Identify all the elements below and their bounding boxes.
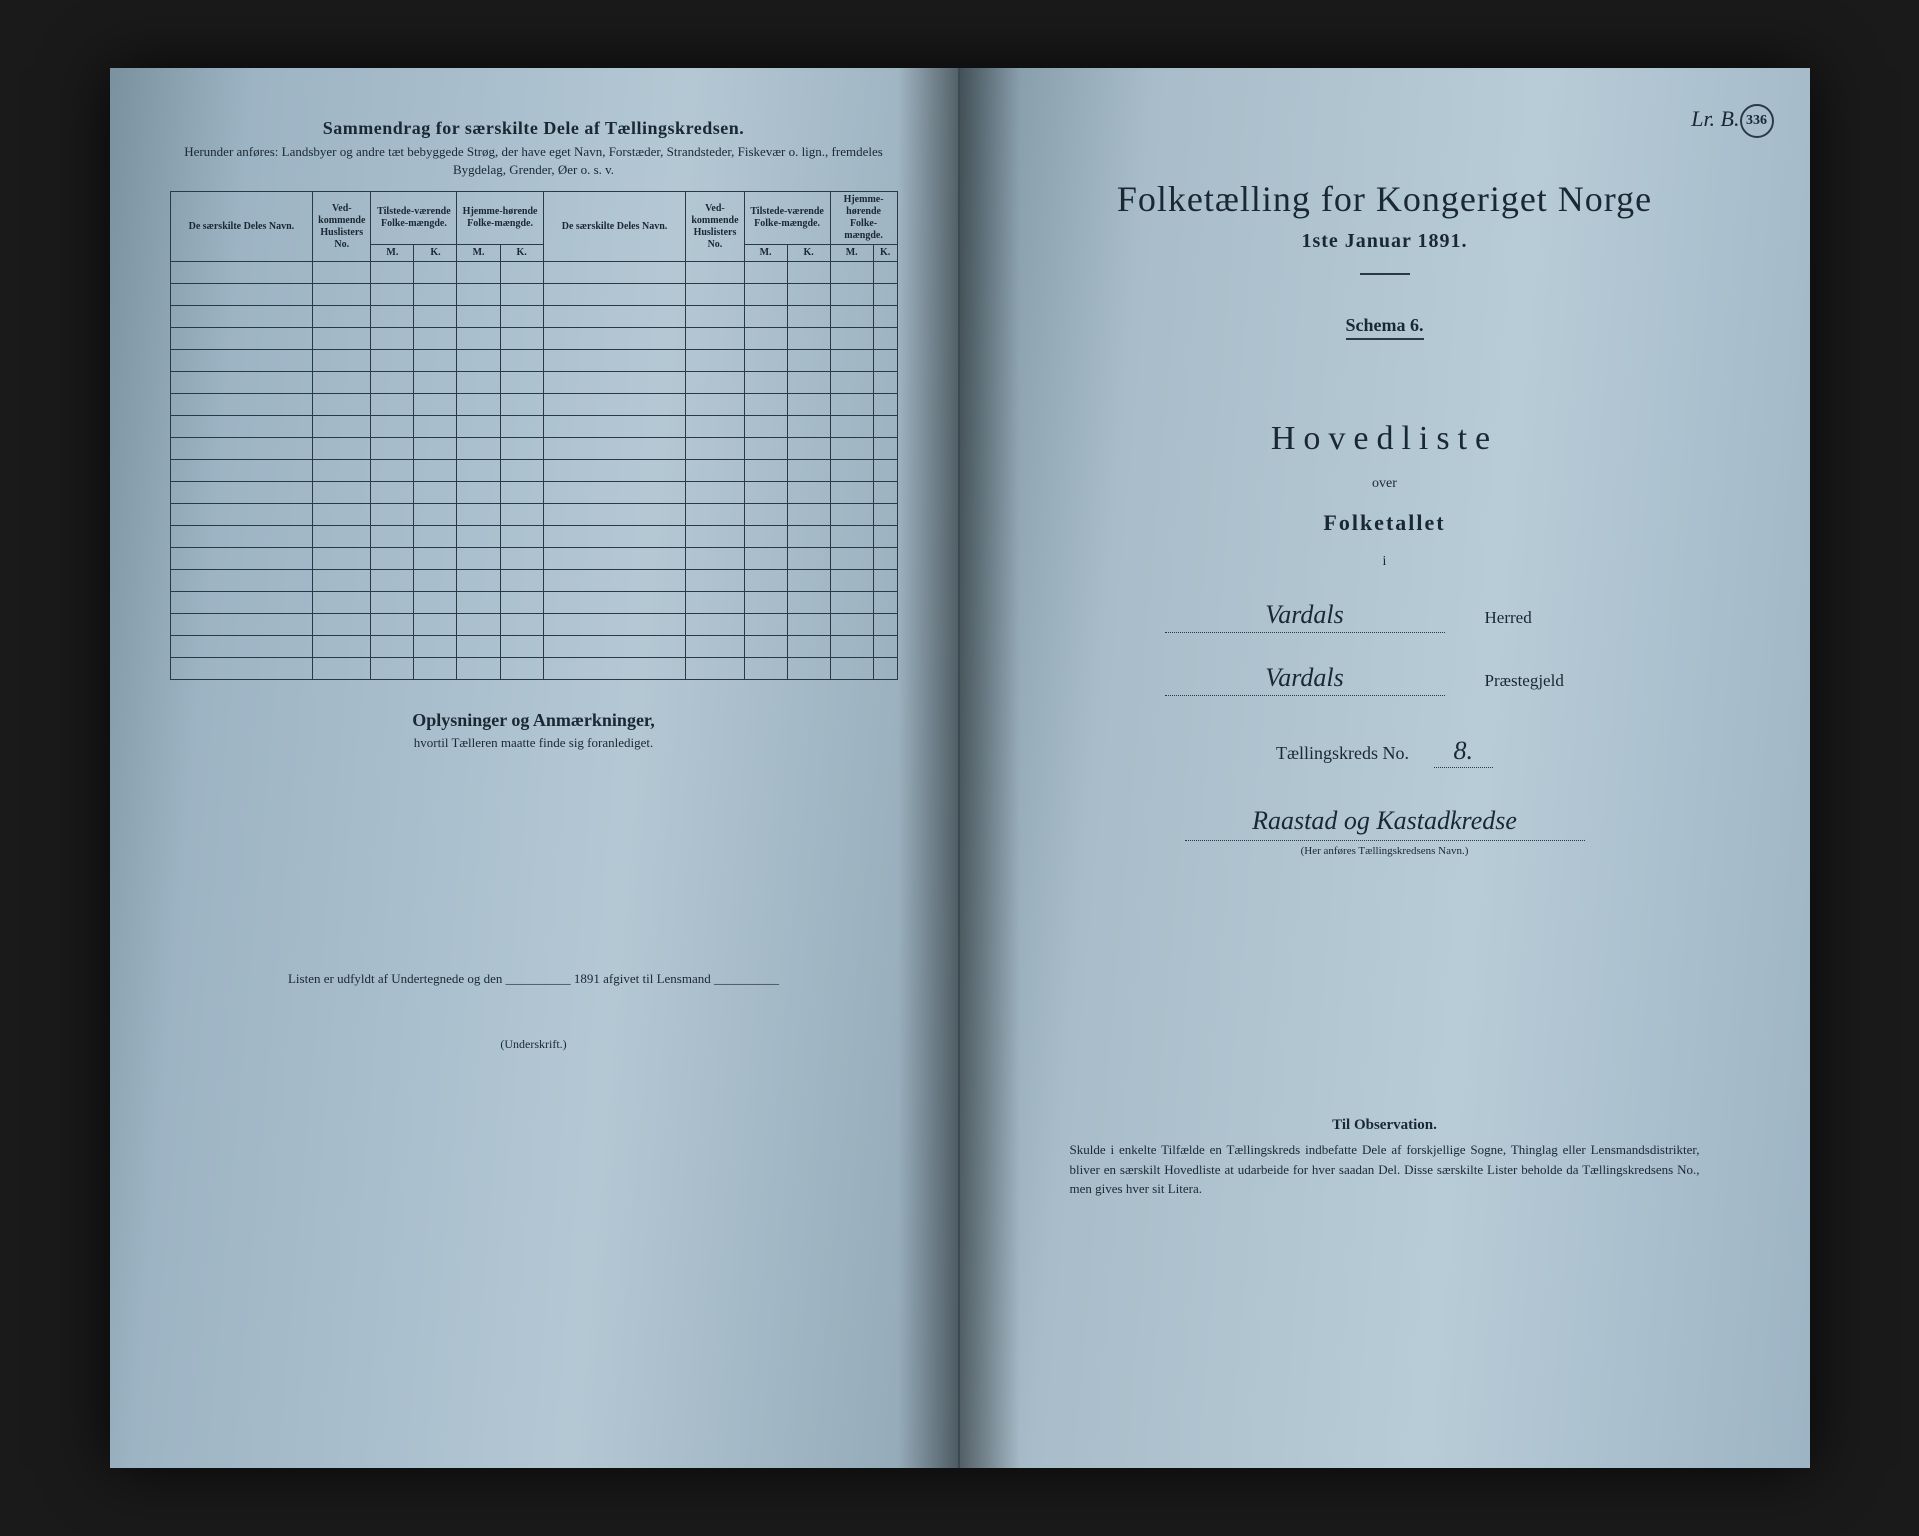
table-row bbox=[170, 592, 897, 614]
left-footer-line: Listen er udfyldt af Undertegnede og den… bbox=[170, 971, 898, 987]
remarks-title: Oplysninger og Anmærkninger, bbox=[170, 710, 898, 731]
kreds-name: Raastad og Kastadkredse bbox=[1185, 806, 1585, 841]
i-label: i bbox=[1050, 554, 1720, 570]
th-k: K. bbox=[873, 245, 897, 262]
left-page: Sammendrag for særskilte Dele af Tælling… bbox=[110, 68, 960, 1468]
signature-label: (Underskrift.) bbox=[170, 1037, 898, 1052]
kreds-label: Tællingskreds No. bbox=[1276, 743, 1409, 763]
right-content: Folketælling for Kongeriget Norge 1ste J… bbox=[1020, 178, 1750, 1199]
table-row bbox=[170, 306, 897, 328]
herred-value: Vardals bbox=[1165, 600, 1445, 633]
table-row bbox=[170, 548, 897, 570]
kreds-row: Tællingskreds No. 8. bbox=[1050, 736, 1720, 766]
census-summary-table: De særskilte Deles Navn. Ved-kommende Hu… bbox=[170, 191, 898, 680]
table-row bbox=[170, 658, 897, 680]
observation-text: Skulde i enkelte Tilfælde en Tællingskre… bbox=[1050, 1140, 1720, 1199]
th-home-2: Hjemme-hørende Folke-mængde. bbox=[830, 192, 897, 245]
th-no-2: Ved-kommende Huslisters No. bbox=[686, 192, 744, 262]
th-k: K. bbox=[787, 245, 830, 262]
th-m: M. bbox=[457, 245, 500, 262]
hovedliste-title: Hovedliste bbox=[1050, 420, 1720, 458]
th-name-1: De særskilte Deles Navn. bbox=[170, 192, 313, 262]
table-row bbox=[170, 614, 897, 636]
th-m: M. bbox=[830, 245, 873, 262]
table-body bbox=[170, 262, 897, 680]
th-m: M. bbox=[744, 245, 787, 262]
herred-label: Herred bbox=[1485, 608, 1605, 628]
corner-annotation: Lr. B. bbox=[1691, 106, 1739, 132]
kreds-hint: (Her anføres Tællingskredsens Navn.) bbox=[1050, 845, 1720, 857]
schema-label: Schema 6. bbox=[1346, 315, 1424, 340]
table-row bbox=[170, 416, 897, 438]
left-header-title: Sammendrag for særskilte Dele af Tælling… bbox=[170, 118, 898, 139]
th-m: M. bbox=[371, 245, 414, 262]
th-present-2: Tilstede-værende Folke-mængde. bbox=[744, 192, 830, 245]
folketallet-label: Folketallet bbox=[1050, 510, 1720, 536]
table-row bbox=[170, 350, 897, 372]
table-row bbox=[170, 570, 897, 592]
kreds-number: 8. bbox=[1434, 736, 1494, 768]
census-date: 1ste Januar 1891. bbox=[1050, 230, 1720, 253]
table-row bbox=[170, 262, 897, 284]
th-k: K. bbox=[414, 245, 457, 262]
table-row bbox=[170, 636, 897, 658]
table-row bbox=[170, 526, 897, 548]
th-present-1: Tilstede-værende Folke-mængde. bbox=[371, 192, 457, 245]
table-row bbox=[170, 460, 897, 482]
table-row bbox=[170, 438, 897, 460]
table-row bbox=[170, 394, 897, 416]
remarks-subtitle: hvortil Tælleren maatte finde sig foranl… bbox=[170, 735, 898, 751]
table-row bbox=[170, 482, 897, 504]
document-book: Sammendrag for særskilte Dele af Tælling… bbox=[110, 68, 1810, 1468]
table-row bbox=[170, 284, 897, 306]
herred-row: Vardals Herred bbox=[1050, 600, 1720, 633]
left-header: Sammendrag for særskilte Dele af Tælling… bbox=[170, 118, 898, 179]
prestegjeld-label: Præstegjeld bbox=[1485, 671, 1605, 691]
th-name-2: De særskilte Deles Navn. bbox=[543, 192, 686, 262]
th-home-1: Hjemme-hørende Folke-mængde. bbox=[457, 192, 543, 245]
table-row bbox=[170, 372, 897, 394]
census-main-title: Folketælling for Kongeriget Norge bbox=[1050, 178, 1720, 220]
right-page: Lr. B. 336 Folketælling for Kongeriget N… bbox=[960, 68, 1810, 1468]
th-k: K. bbox=[500, 245, 543, 262]
table-row bbox=[170, 328, 897, 350]
page-number-stamp: 336 bbox=[1740, 104, 1774, 138]
over-label: over bbox=[1050, 476, 1720, 492]
observation-section: Til Observation. Skulde i enkelte Tilfæl… bbox=[1050, 1117, 1720, 1199]
observation-title: Til Observation. bbox=[1050, 1117, 1720, 1134]
left-header-subtitle: Herunder anføres: Landsbyer og andre tæt… bbox=[170, 143, 898, 179]
divider bbox=[1360, 273, 1410, 275]
table-row bbox=[170, 504, 897, 526]
prestegjeld-value: Vardals bbox=[1165, 663, 1445, 696]
th-no-1: Ved-kommende Huslisters No. bbox=[313, 192, 371, 262]
prestegjeld-row: Vardals Præstegjeld bbox=[1050, 663, 1720, 696]
